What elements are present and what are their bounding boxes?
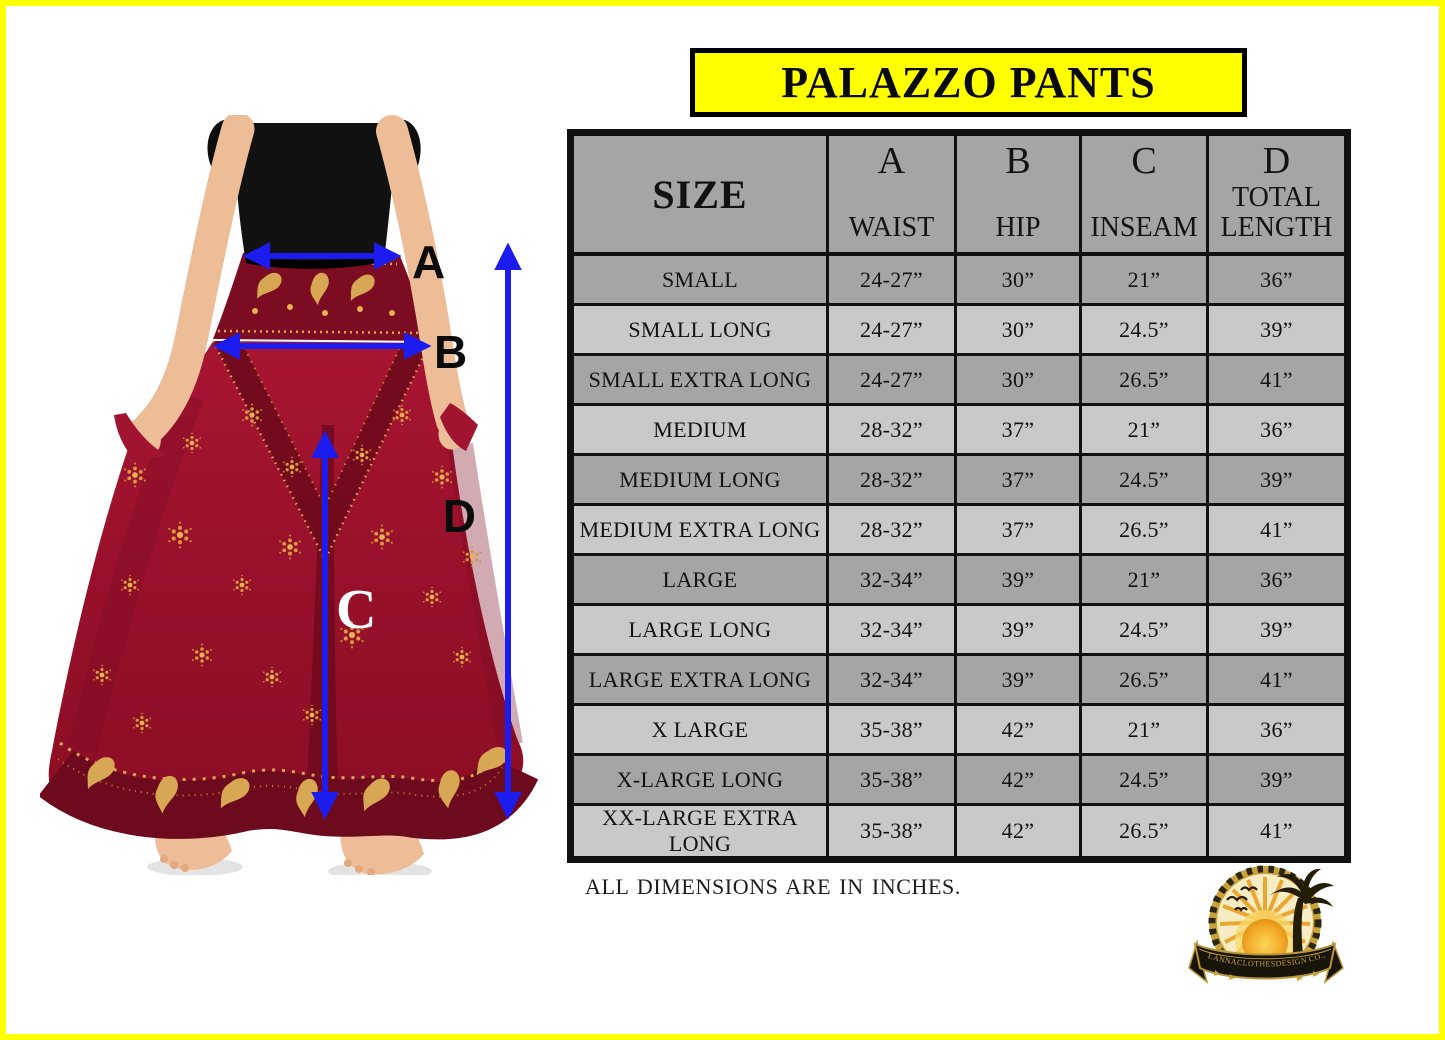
size-cell: LARGE EXTRA LONG [574, 656, 829, 706]
waist-cell: 28-32” [829, 456, 957, 506]
waist-cell: 35-38” [829, 756, 957, 806]
page-title: PALAZZO PANTS [781, 58, 1156, 107]
waist-cell: 28-32” [829, 506, 957, 556]
size-cell: SMALL LONG [574, 306, 829, 356]
hip-cell: 42” [957, 756, 1082, 806]
inseam-cell: 26.5” [1082, 356, 1209, 406]
hip-cell: 37” [957, 456, 1082, 506]
total-length-cell: 41” [1209, 506, 1344, 556]
header-hip: B HIP [957, 136, 1082, 256]
waist-cell: 24-27” [829, 256, 957, 306]
header-waist: A WAIST [829, 136, 957, 256]
left-arm [133, 115, 255, 444]
inseam-cell: 24.5” [1082, 306, 1209, 356]
header-inseam: C INSEAM [1082, 136, 1209, 256]
inseam-cell: 21” [1082, 406, 1209, 456]
hip-cell: 37” [957, 506, 1082, 556]
total-length-cell: 39” [1209, 306, 1344, 356]
ribbon-trim [1214, 970, 1319, 981]
inseam-cell: 24.5” [1082, 456, 1209, 506]
inseam-cell: 24.5” [1082, 606, 1209, 656]
inseam-cell: 26.5” [1082, 506, 1209, 556]
total-length-cell: 41” [1209, 656, 1344, 706]
waist-cell: 32-34” [829, 556, 957, 606]
header-total-length: D TOTAL LENGTH [1209, 136, 1344, 256]
waist-cell: 32-34” [829, 606, 957, 656]
size-cell: LARGE LONG [574, 606, 829, 656]
palazzo-pants [40, 253, 539, 840]
total-length-cell: 41” [1209, 356, 1344, 406]
total-length-cell: 36” [1209, 556, 1344, 606]
hip-cell: 30” [957, 256, 1082, 306]
size-cell: MEDIUM EXTRA LONG [574, 506, 829, 556]
size-cell: XX-LARGE EXTRA LONG [574, 805, 829, 856]
dimensions-note: ALL DIMENSIONS ARE IN INCHES. [585, 874, 961, 899]
header-size: SIZE [574, 136, 829, 256]
inseam-cell: 24.5” [1082, 756, 1209, 806]
waist-cell: 35-38” [829, 806, 957, 856]
size-cell: MEDIUM LONG [574, 456, 829, 506]
inseam-cell: 26.5” [1082, 806, 1209, 856]
waist-cell: 28-32” [829, 406, 957, 456]
inseam-cell: 21” [1082, 706, 1209, 756]
size-cell: X LARGE [574, 706, 829, 756]
hip-cell: 30” [957, 356, 1082, 406]
waist-cell: 24-27” [829, 306, 957, 356]
hip-cell: 42” [957, 806, 1082, 856]
hip-cell: 39” [957, 656, 1082, 706]
arms [114, 115, 478, 461]
total-length-cell: 39” [1209, 756, 1344, 806]
birds-icon [1226, 886, 1258, 912]
brand-logo: LANNACLOTHESDESIGN CO., LTD [1185, 852, 1344, 984]
hip-cell: 30” [957, 306, 1082, 356]
total-length-cell: 36” [1209, 706, 1344, 756]
total-length-cell: 39” [1209, 606, 1344, 656]
size-cell: LARGE [574, 556, 829, 606]
waist-cell: 24-27” [829, 356, 957, 406]
waist-chevron [211, 340, 432, 563]
model-photo [40, 115, 539, 875]
right-arm [376, 115, 468, 437]
hip-cell: 39” [957, 606, 1082, 656]
total-length-cell: 36” [1209, 406, 1344, 456]
inseam-cell: 21” [1082, 256, 1209, 306]
total-length-cell: 39” [1209, 456, 1344, 506]
hip-cell: 39” [957, 556, 1082, 606]
size-chart-table: SIZE A WAIST B HIP C INSEAM D TOTAL LENG… [567, 129, 1351, 863]
size-cell: SMALL EXTRA LONG [574, 356, 829, 406]
inseam-cell: 26.5” [1082, 656, 1209, 706]
hip-cell: 37” [957, 406, 1082, 456]
waist-cell: 32-34” [829, 656, 957, 706]
size-cell: SMALL [574, 256, 829, 306]
total-length-cell: 36” [1209, 256, 1344, 306]
waist-cell: 35-38” [829, 706, 957, 756]
size-cell: X-LARGE LONG [574, 756, 829, 806]
inseam-cell: 21” [1082, 556, 1209, 606]
size-cell: MEDIUM [574, 406, 829, 456]
total-length-cell: 41” [1209, 806, 1344, 856]
hip-cell: 42” [957, 706, 1082, 756]
title-banner: PALAZZO PANTS [690, 48, 1247, 117]
